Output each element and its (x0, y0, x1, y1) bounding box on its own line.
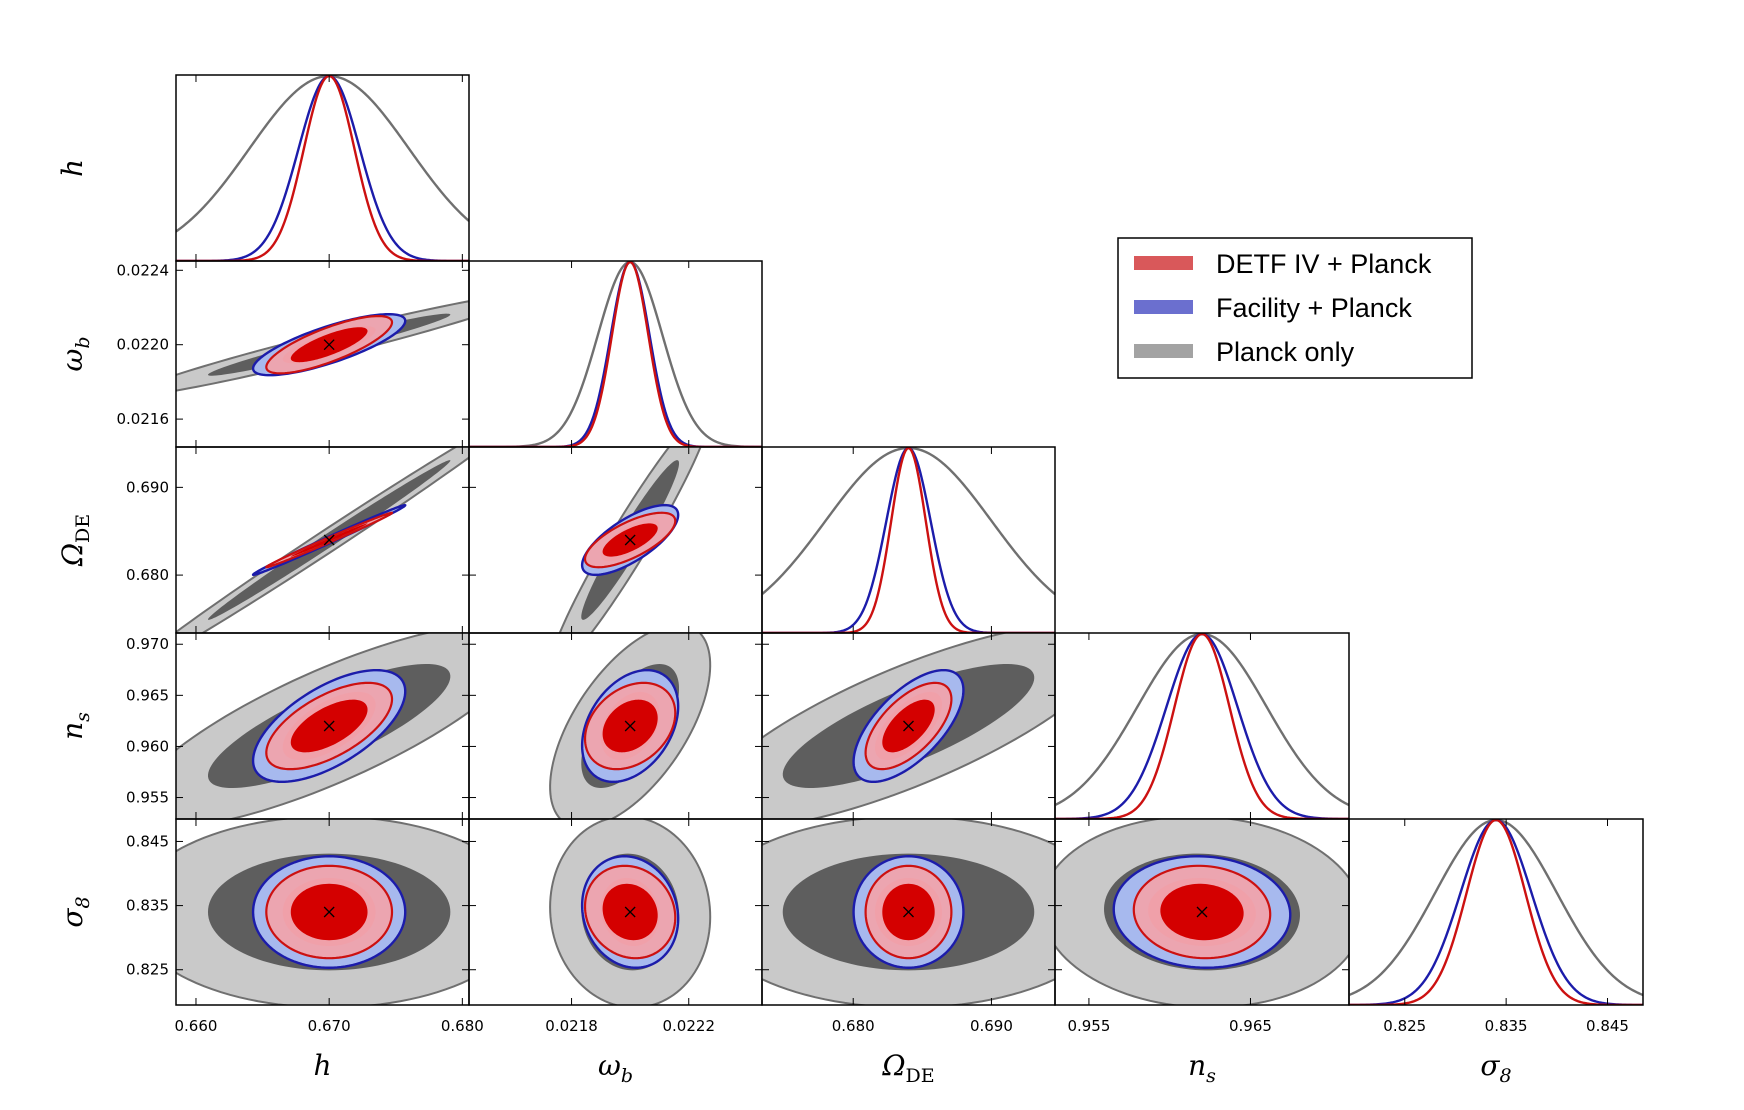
marginal-h-series-0 (176, 75, 469, 261)
x-tick-label: 0.0222 (663, 1017, 716, 1035)
y-tick-label: 0.965 (126, 686, 169, 704)
axis-label-Omega_DE: ΩDE (881, 1049, 934, 1087)
marginal-sigma_8-series-2 (1349, 819, 1643, 997)
panel-Omega_DE-Omega_DE (761, 446, 1056, 634)
x-tick-label: 0.660 (175, 1017, 218, 1035)
legend-label: Facility + Planck (1216, 293, 1412, 323)
axis-label-sigma_8: σ8 (56, 896, 94, 927)
panel-frame (1054, 632, 1350, 820)
panel-sigma_8-omega_b (468, 818, 763, 1006)
marginal-h-series-2 (176, 75, 469, 233)
fiducial-marker (903, 906, 914, 918)
panel-frame (175, 74, 470, 262)
marginal-sigma_8-series-0 (1349, 819, 1643, 1005)
marginal-omega_b-series-2 (469, 261, 762, 447)
panel-frame (1348, 818, 1644, 1006)
axis-label-h: h (56, 159, 89, 177)
fiducial-marker (323, 906, 335, 918)
panel-sigma_8-h (175, 818, 470, 1006)
fiducial-marker (323, 339, 335, 351)
axis-label-omega_b: ωb (56, 336, 94, 371)
x-tick-label: 0.0218 (545, 1017, 598, 1035)
x-tick-label: 0.825 (1383, 1017, 1426, 1035)
panels (175, 74, 1644, 1006)
legend-swatch (1134, 344, 1193, 358)
fiducial-marker (323, 720, 335, 732)
marginal-n_s-series-2 (1055, 633, 1349, 807)
x-tick-label: 0.835 (1485, 1017, 1528, 1035)
y-tick-label: 0.970 (126, 635, 169, 653)
marginal-omega_b-series-1 (469, 261, 762, 447)
marginal-sigma_8-series-1 (1349, 819, 1643, 1005)
legend-swatch (1134, 256, 1193, 270)
y-tick-label: 0.0220 (117, 336, 170, 354)
panel-Omega_DE-omega_b (468, 446, 763, 634)
panel-n_s-Omega_DE (761, 632, 1056, 820)
y-tick-label: 0.680 (126, 566, 169, 584)
x-tick-label: 0.690 (970, 1017, 1013, 1035)
panel-omega_b-h (175, 260, 470, 448)
panel-frame (468, 260, 763, 448)
x-tick-label: 0.965 (1229, 1017, 1272, 1035)
y-tick-label: 0.955 (126, 789, 169, 807)
marginal-n_s-series-0 (1055, 633, 1349, 819)
x-tick-label: 0.680 (832, 1017, 875, 1035)
axis-label-Omega_DE: ΩDE (56, 514, 94, 567)
legend-label: Planck only (1216, 337, 1355, 367)
legend-swatch (1134, 300, 1193, 314)
panel-omega_b-omega_b (468, 260, 763, 448)
panel-n_s-n_s (1054, 632, 1350, 820)
fiducial-marker (624, 906, 636, 918)
axis-label-n_s: ns (1188, 1049, 1216, 1087)
y-tick-label: 0.845 (126, 832, 169, 850)
panel-sigma_8-n_s (1054, 818, 1350, 1006)
x-tick-label: 0.680 (441, 1017, 484, 1035)
legend-label: DETF IV + Planck (1216, 249, 1432, 279)
x-tick-label: 0.670 (308, 1017, 351, 1035)
fiducial-marker (323, 534, 335, 546)
panel-sigma_8-Omega_DE (761, 818, 1056, 1006)
y-tick-label: 0.0224 (117, 261, 170, 279)
x-tick-label: 0.955 (1067, 1017, 1110, 1035)
axis-label-h: h (313, 1049, 331, 1082)
panel-h-h (175, 74, 470, 262)
y-tick-label: 0.0216 (117, 410, 170, 428)
panel-Omega_DE-h (175, 446, 470, 634)
legend: DETF IV + Planck Facility + Planck Planck … (1117, 237, 1473, 379)
fiducial-marker (624, 720, 636, 732)
marginal-n_s-series-1 (1055, 633, 1349, 819)
fiducial-marker (1196, 906, 1208, 918)
panel-n_s-h (175, 632, 470, 820)
x-tick-label: 0.845 (1586, 1017, 1629, 1035)
marginal-Omega_DE-series-2 (762, 447, 1055, 596)
y-tick-label: 0.825 (126, 961, 169, 979)
fiducial-marker (624, 534, 636, 546)
fiducial-marker (903, 720, 914, 732)
marginal-Omega_DE-series-1 (762, 447, 1055, 633)
panel-sigma_8-sigma_8 (1348, 818, 1644, 1006)
y-tick-label: 0.960 (126, 737, 169, 755)
y-tick-label: 0.690 (126, 478, 169, 496)
axis-label-sigma_8: σ8 (1480, 1049, 1511, 1087)
panel-n_s-omega_b (468, 632, 763, 820)
y-tick-label: 0.835 (126, 897, 169, 915)
marginal-omega_b-series-0 (469, 261, 762, 447)
marginal-h-series-1 (176, 75, 469, 261)
axis-label-n_s: ns (56, 712, 94, 740)
panel-frame (761, 446, 1056, 634)
axis-label-omega_b: ωb (598, 1049, 633, 1087)
marginal-Omega_DE-series-0 (762, 447, 1055, 633)
